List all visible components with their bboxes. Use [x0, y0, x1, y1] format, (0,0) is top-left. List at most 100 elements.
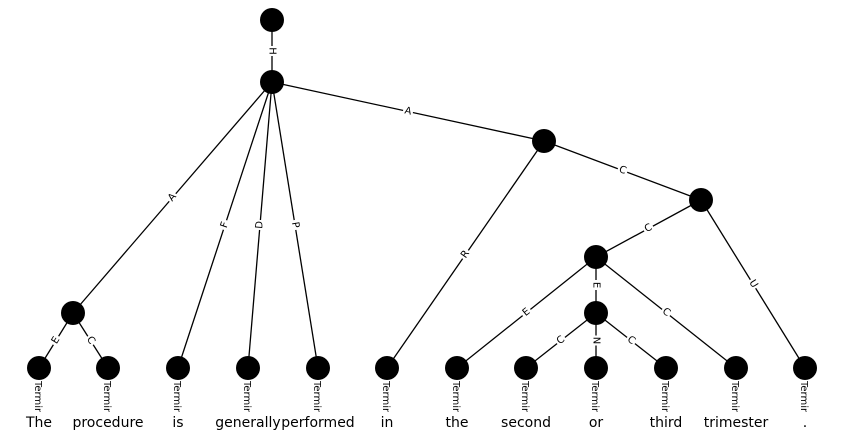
terminal-label: Termin [32, 380, 43, 414]
node-t-trimester [724, 356, 748, 380]
edge-label-group: E [518, 304, 535, 321]
token-background [488, 412, 564, 432]
edge-label-group: C [553, 332, 569, 349]
edge-label-group: A [164, 189, 181, 206]
edge-label-group: A [401, 104, 415, 119]
edge-label-background [518, 304, 535, 321]
node-t-in [375, 356, 399, 380]
edge-label: E [50, 335, 63, 346]
token-background [767, 412, 843, 432]
edge-label-background [288, 219, 302, 231]
node-root [260, 70, 284, 94]
token-10: trimester [704, 415, 769, 431]
edge-label-group: E [48, 333, 64, 348]
node-t-period [793, 356, 817, 380]
token-11: . [803, 415, 807, 431]
edge-label: H [267, 47, 278, 55]
edge-label: P [289, 221, 301, 229]
edge-label-background [457, 246, 474, 263]
nodes-layer [27, 8, 817, 380]
token-5: in [381, 415, 394, 431]
labels-layer: H A F D P A E C R C C U E E C C N C Termin Termin Termin Term… [1, 46, 843, 432]
edge-label: C [84, 335, 97, 347]
node-t-performed [306, 356, 330, 380]
node-pp-in [532, 129, 556, 153]
edge-label: R [459, 248, 472, 260]
edge-label-background [658, 304, 674, 321]
edge-label: E [591, 282, 602, 288]
edge-label-background [266, 46, 278, 56]
edge-label-background [553, 332, 569, 349]
token-background [210, 412, 286, 432]
edge-label-group: C [623, 332, 639, 349]
node-t-the2 [445, 356, 469, 380]
terminal-label: Termin [589, 380, 600, 414]
edge-label-background [164, 189, 181, 206]
edge-label-group: H [266, 46, 278, 56]
token-2: is [172, 415, 183, 431]
edge-label-group: E [590, 280, 602, 290]
edge-label-group: R [457, 246, 474, 263]
edge-label: C [643, 222, 654, 235]
token-8: or [589, 415, 604, 431]
terminal-label: Termin [798, 380, 809, 414]
node-t-generally [236, 356, 260, 380]
node-t-the [27, 356, 51, 380]
edge-label: N [591, 337, 602, 344]
edge-label-background [48, 333, 64, 348]
edge-label: U [746, 278, 759, 290]
edge-label-group: C [641, 220, 656, 237]
node-t-is [166, 356, 190, 380]
edge-label-background [615, 163, 630, 178]
terminal-label: Termin [380, 380, 391, 414]
edge-label: C [555, 334, 567, 347]
token-0: The [25, 415, 52, 431]
edge-label-group: D [253, 219, 267, 231]
edge-label-group: C [82, 333, 99, 348]
terminal-label: Termin [101, 380, 112, 414]
edge-label-group: C [615, 163, 630, 178]
terminal-label: Termin [171, 380, 182, 414]
node-np-trimester [689, 188, 713, 212]
node-top [260, 8, 284, 32]
edge-label-background [590, 335, 602, 346]
node-t-second [514, 356, 538, 380]
terminal-label: Termin [659, 380, 670, 414]
edge-label-background [590, 280, 602, 290]
token-background [698, 412, 774, 432]
node-np-the-procedure [61, 301, 85, 325]
node-adj-coord [584, 245, 608, 269]
node-t-procedure [96, 356, 120, 380]
token-background [419, 412, 495, 432]
edge-label-background [623, 332, 639, 349]
token-background [558, 412, 634, 432]
terminal-label: Termin [241, 380, 252, 414]
token-background [140, 412, 216, 432]
edge-label-background [401, 104, 415, 119]
token-1: procedure [72, 415, 143, 431]
node-t-or [584, 356, 608, 380]
edge-label: E [521, 306, 533, 319]
token-6: the [446, 415, 469, 431]
token-background [280, 412, 356, 432]
edge-label-background [217, 218, 233, 232]
edge-label-group: C [658, 304, 674, 321]
token-3: generally [215, 415, 280, 431]
edge-label-group: F [217, 218, 233, 232]
edge-label: C [625, 334, 637, 347]
edge-label-background [745, 276, 761, 292]
terminal-label: Termin [729, 380, 740, 414]
token-9: third [650, 415, 683, 431]
edge-label-background [82, 333, 99, 348]
terminal-label: Termin [519, 380, 530, 414]
terminal-label: Termin [450, 380, 461, 414]
edge-label: C [617, 164, 627, 177]
edge-label-group: U [745, 276, 761, 292]
edge-label-background [253, 219, 267, 231]
edge-label-group: P [288, 219, 302, 231]
edge-label: A [403, 105, 412, 117]
edges-layer [38, 20, 806, 369]
token-background [628, 412, 704, 432]
token-background [349, 412, 425, 432]
